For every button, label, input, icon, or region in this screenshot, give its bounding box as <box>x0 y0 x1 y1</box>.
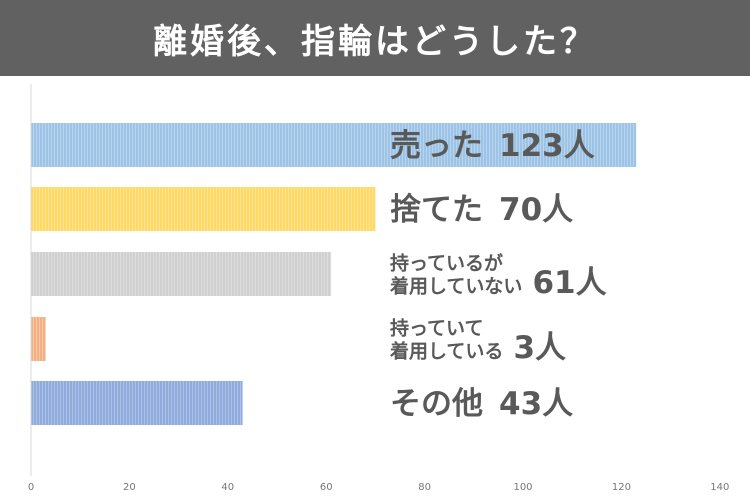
title-bar: 離婚後、指輪はどうした？ <box>0 0 750 76</box>
category-label: その他 <box>390 386 483 422</box>
value-label: 70人 <box>499 192 573 228</box>
x-tick-label: 0 <box>28 482 34 493</box>
value-label: 61人 <box>532 265 606 301</box>
category-label-line: 持っていて <box>390 317 483 340</box>
bars-layer <box>31 123 637 425</box>
x-tick-label: 60 <box>320 482 333 493</box>
category-label: 持っていて着用している <box>390 317 503 363</box>
category-label: 捨てた <box>390 192 483 228</box>
category-label: 売った <box>390 128 483 164</box>
category-label-line: 持っているが <box>390 252 503 275</box>
category-label-line: 着用している <box>390 340 503 363</box>
x-tick-label: 120 <box>612 482 631 493</box>
bar-texture <box>31 187 376 231</box>
category-label-line: 着用していない <box>390 275 522 298</box>
category-label: 持っているが着用していない <box>390 252 522 298</box>
value-label: 3人 <box>513 330 566 366</box>
value-label: 123人 <box>499 128 595 164</box>
x-tick-label: 40 <box>221 482 234 493</box>
bar-texture <box>31 123 637 167</box>
bar-texture <box>31 317 46 361</box>
bar-texture <box>31 381 243 425</box>
x-tick-label: 100 <box>513 482 532 493</box>
chart-title: 離婚後、指輪はどうした？ <box>153 21 597 62</box>
bar-texture <box>31 252 332 296</box>
x-tick-label: 20 <box>123 482 136 493</box>
value-label: 43人 <box>499 386 573 422</box>
x-tick-label: 140 <box>710 482 729 493</box>
axis-layer: 0 20 40 60 80 100 120 140 <box>28 84 729 493</box>
x-tick-label: 80 <box>418 482 431 493</box>
